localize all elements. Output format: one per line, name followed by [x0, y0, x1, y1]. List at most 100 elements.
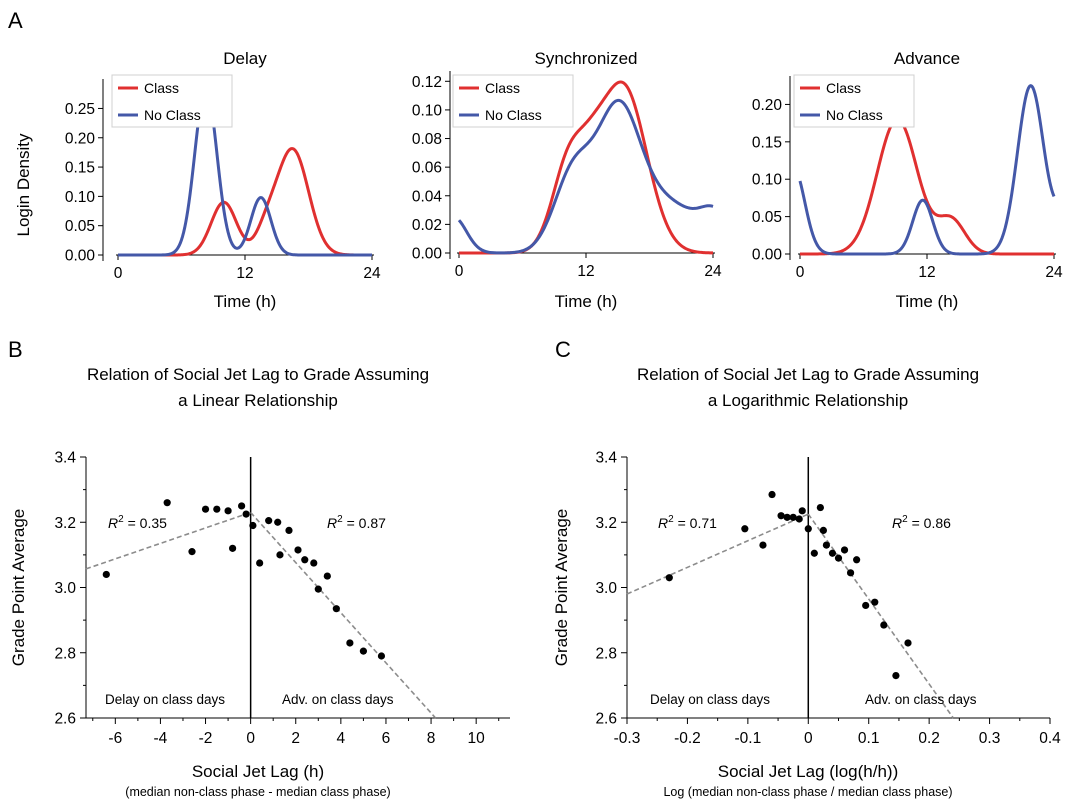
- r2-value: 0.35: [140, 515, 167, 531]
- x-axis-label: Social Jet Lag (log(h/h)): [718, 762, 898, 781]
- x-axis-sublabel: (median non-class phase - median class p…: [125, 785, 390, 799]
- data-point: [819, 526, 827, 535]
- panel-label-a: A: [8, 8, 23, 33]
- y-tick-label: 0.00: [752, 247, 783, 264]
- data-point: [276, 551, 284, 559]
- data-point: [789, 513, 797, 521]
- y-tick-label: 3.4: [54, 450, 76, 467]
- y-tick-label: 0.12: [412, 74, 442, 91]
- y-tick-label: 0.08: [412, 131, 442, 148]
- x-tick-label: 8: [427, 730, 436, 747]
- data-point: [741, 525, 749, 533]
- legend: Class No Class: [452, 74, 574, 128]
- x-tick-label: 0: [114, 265, 123, 282]
- chart-title: Synchronized: [534, 49, 637, 68]
- r2-left: R2 = 0.71: [658, 514, 717, 531]
- series-line-class: [799, 117, 1055, 256]
- x-tick-label: 0.4: [1039, 730, 1061, 747]
- chart-title-line: a Logarithmic Relationship: [708, 391, 908, 410]
- data-point: [314, 585, 322, 593]
- y-tick-label: 0.04: [412, 188, 443, 205]
- data-point: [256, 559, 264, 567]
- y-tick-label: 0.00: [412, 246, 443, 263]
- data-point: [759, 541, 767, 549]
- data-point: [846, 569, 855, 577]
- legend: Class No Class: [793, 74, 915, 128]
- legend: Class No Class: [111, 74, 233, 128]
- legend-label: No Class: [144, 107, 201, 123]
- x-tick-label: 0: [804, 730, 813, 747]
- chart-title: Delay: [223, 49, 267, 68]
- data-point: [880, 621, 888, 629]
- data-point: [238, 502, 246, 510]
- data-point: [768, 490, 776, 499]
- x-tick-label: 24: [363, 265, 381, 282]
- r2-left: R2 = 0.35: [108, 514, 167, 531]
- region-label-right: Adv. on class days: [282, 692, 394, 707]
- data-point: [904, 639, 912, 647]
- data-point: [228, 544, 237, 552]
- data-point: [777, 512, 785, 520]
- y-tick-label: 0.20: [752, 97, 783, 114]
- y-axis-label: Grade Point Average: [9, 509, 28, 667]
- x-tick-label: -2: [199, 730, 213, 747]
- x-tick-label: -4: [154, 730, 168, 747]
- data-point: [249, 521, 257, 530]
- r2-value: 0.71: [690, 515, 717, 531]
- x-tick-label: -0.2: [674, 730, 701, 747]
- r2-value: 0.86: [924, 515, 951, 531]
- x-tick-label: 12: [918, 264, 935, 281]
- data-point: [804, 525, 812, 533]
- x-tick-label: -0.3: [614, 730, 641, 747]
- y-tick-label: 2.8: [54, 645, 76, 662]
- r2-value: 0.87: [359, 515, 386, 531]
- data-point: [323, 572, 331, 580]
- panel-label-b: B: [8, 337, 23, 362]
- r2-right: R2 = 0.87: [327, 514, 386, 531]
- x-tick-label: 24: [1045, 264, 1063, 281]
- x-tick-label: 12: [577, 263, 594, 280]
- data-point: [892, 671, 900, 680]
- x-tick-label: -0.1: [734, 730, 761, 747]
- data-point: [301, 556, 309, 564]
- y-tick-label: 2.6: [54, 711, 76, 728]
- data-point: [795, 515, 803, 523]
- y-tick-label: 0.10: [752, 172, 783, 189]
- y-tick-label: 0.06: [412, 160, 442, 177]
- x-axis-label: Time (h): [896, 292, 959, 311]
- y-tick-label: 0.10: [412, 102, 443, 119]
- data-point: [377, 652, 386, 660]
- data-point: [188, 548, 196, 556]
- x-axis-label: Time (h): [214, 292, 277, 311]
- x-tick-label: 6: [382, 730, 391, 747]
- y-tick-label: 3.2: [595, 515, 617, 532]
- data-point: [332, 605, 340, 613]
- data-point: [213, 505, 221, 513]
- y-tick-label: 0.15: [65, 160, 95, 177]
- x-tick-label: 0.2: [918, 730, 940, 747]
- data-point: [265, 517, 273, 525]
- data-point: [834, 554, 843, 562]
- y-axis-label: Login Density: [14, 133, 33, 237]
- x-tick-label: 0: [796, 264, 805, 281]
- series-line-no-class: [457, 98, 714, 255]
- fit-line-left: [626, 513, 809, 595]
- data-point: [828, 549, 837, 557]
- legend-label: No Class: [826, 107, 883, 123]
- data-point: [871, 598, 879, 606]
- chart-title-line: Relation of Social Jet Lag to Grade Assu…: [87, 365, 429, 384]
- x-tick-label: 0: [246, 730, 255, 747]
- data-point: [862, 601, 870, 610]
- y-tick-label: 3.2: [54, 515, 76, 532]
- y-tick-label: 0.00: [65, 248, 96, 265]
- legend-label: Class: [826, 80, 861, 96]
- region-label-left: Delay on class days: [650, 692, 770, 707]
- fit-line-right: [250, 511, 437, 719]
- y-tick-label: 0.10: [65, 189, 96, 206]
- legend-box: [793, 74, 915, 128]
- data-point: [163, 499, 171, 507]
- x-tick-label: 24: [704, 263, 722, 280]
- data-point: [346, 639, 354, 647]
- y-tick-label: 0.02: [412, 217, 442, 234]
- data-point: [285, 526, 293, 535]
